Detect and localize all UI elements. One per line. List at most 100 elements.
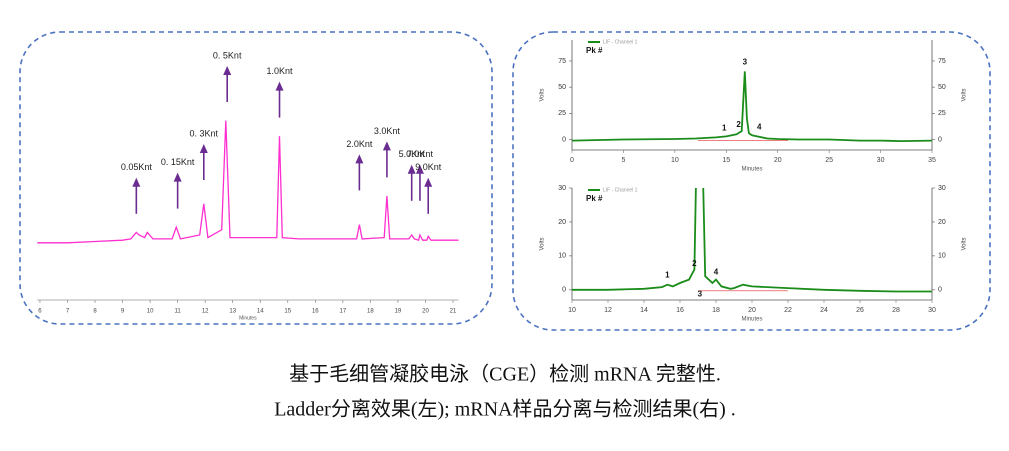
x-tick-label: 20 — [774, 157, 782, 164]
annotation-label: 1.0Knt — [267, 66, 294, 76]
y-tick-label: 10 — [558, 253, 566, 260]
arrow-head — [382, 141, 391, 151]
x-tick-label: 20 — [422, 309, 429, 315]
y2-tick-label: 25 — [938, 110, 946, 117]
peak-label: 3 — [698, 289, 703, 298]
panel-border — [19, 31, 493, 325]
peak-label: 2 — [692, 259, 697, 268]
y-tick-label: 75 — [558, 58, 566, 65]
arrow-head — [275, 81, 284, 91]
y2-tick-label: 10 — [938, 253, 946, 260]
x-tick-label: 11 — [175, 309, 182, 315]
x-tick-label: 14 — [640, 307, 648, 314]
legend-label: LIF - Channel 1 — [603, 187, 638, 193]
x-tick-label: 18 — [712, 307, 720, 314]
peak-title: Pk # — [586, 46, 603, 55]
peak-title: Pk # — [586, 194, 603, 203]
caption: Ladder分离效果(左); mRNA样品分离与检测结果(右) . — [274, 398, 736, 421]
peak-label: 3 — [743, 57, 748, 66]
x-tick-label: 19 — [395, 309, 402, 315]
annotation-label: 0. 15Knt — [161, 157, 195, 167]
x-tick-label: 26 — [856, 307, 864, 314]
x-tick-label: 16 — [312, 309, 319, 315]
x-tick-label: 30 — [928, 307, 936, 314]
annotation: 5.0Knt — [399, 149, 426, 201]
annotation: 0. 5Knt — [213, 50, 242, 102]
x-axis-title: Minutes — [741, 317, 762, 323]
x-tick-label: 14 — [257, 309, 264, 315]
x-tick-label: 7 — [66, 309, 70, 315]
y-axis-title: Volts — [540, 237, 546, 250]
arrow-head — [424, 177, 433, 187]
annotation-label: 3.0Knt — [374, 126, 401, 136]
x-tick-label: 35 — [928, 157, 936, 164]
x-tick-label: 18 — [367, 309, 374, 315]
x-tick-label: 16 — [676, 307, 684, 314]
annotation-label: 0. 5Knt — [213, 50, 242, 60]
x-tick-label: 5 — [621, 157, 625, 164]
y2-tick-label: 0 — [938, 136, 942, 143]
x-tick-label: 25 — [825, 157, 833, 164]
x-tick-label: 22 — [784, 307, 792, 314]
x-tick-label: 12 — [604, 307, 612, 314]
arrow-head — [407, 164, 416, 174]
annotation: 9.0Knt — [415, 162, 442, 214]
annotation: 7.0Knt — [407, 149, 434, 201]
y2-tick-label: 30 — [938, 185, 946, 192]
arrow-head — [415, 164, 424, 174]
annotation-label: 0.05Knt — [121, 162, 153, 172]
annotation: 2.0Knt — [346, 139, 373, 191]
x-tick-label: 13 — [229, 309, 236, 315]
y-tick-label: 0 — [562, 287, 566, 294]
annotation: 0.05Knt — [121, 162, 153, 214]
arrow-head — [173, 172, 182, 182]
x-tick-label: 28 — [892, 307, 900, 314]
peak-label: 2 — [736, 120, 741, 129]
y-tick-label: 50 — [558, 84, 566, 91]
x-tick-label: 0 — [570, 157, 574, 164]
annotation: 0. 15Knt — [161, 157, 195, 209]
arrow-head — [223, 66, 232, 75]
arrow-head — [199, 144, 208, 153]
y2-tick-label: 75 — [938, 58, 946, 65]
annotation-label: 2.0Knt — [346, 139, 373, 149]
x-tick-label: 10 — [568, 307, 576, 314]
y2-axis-title: Volts — [962, 237, 968, 250]
y2-tick-label: 20 — [938, 219, 946, 226]
annotation-label: 9.0Knt — [415, 162, 442, 172]
x-tick-label: 15 — [722, 157, 730, 164]
arrow-head — [355, 154, 364, 164]
caption: 基于毛细管凝胶电泳（CGE）检测 mRNA 完整性. — [289, 363, 721, 386]
annotation: 3.0Knt — [374, 126, 401, 178]
y2-axis-title: Volts — [962, 88, 968, 101]
peak-label: 1 — [665, 271, 670, 280]
legend-label: LIF - Channel 1 — [603, 39, 638, 45]
y2-tick-label: 0 — [938, 287, 942, 294]
x-tick-label: 30 — [877, 157, 885, 164]
y-tick-label: 25 — [558, 110, 566, 117]
x-tick-label: 24 — [820, 307, 828, 314]
peak-label: 4 — [757, 122, 762, 131]
trace — [572, 71, 932, 143]
x-tick-label: 12 — [202, 309, 209, 315]
y-axis-title: Volts — [540, 88, 546, 101]
y2-tick-label: 50 — [938, 84, 946, 91]
annotation-label: 5.0Knt — [399, 149, 426, 159]
peak-label: 4 — [714, 267, 719, 276]
annotation-label: 7.0Knt — [407, 149, 434, 159]
arrow-head — [132, 177, 141, 187]
x-tick-label: 10 — [671, 157, 679, 164]
x-tick-label: 8 — [93, 309, 97, 315]
x-tick-label: 20 — [748, 307, 756, 314]
annotation-label: 0. 3Knt — [190, 128, 219, 138]
x-tick-label: 10 — [147, 309, 154, 315]
annotation: 0. 3Knt — [190, 128, 219, 180]
x-axis-title: Minutes — [741, 167, 762, 173]
x-axis-title: Minutes — [239, 315, 257, 321]
trace — [37, 120, 459, 244]
panel-border — [512, 31, 991, 331]
y-tick-label: 0 — [562, 136, 566, 143]
x-tick-label: 21 — [450, 309, 457, 315]
